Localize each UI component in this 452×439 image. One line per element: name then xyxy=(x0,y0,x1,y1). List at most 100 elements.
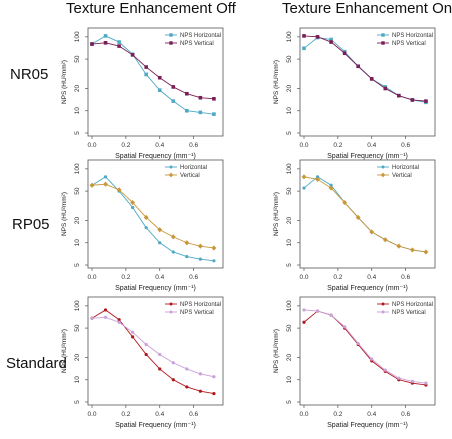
legend-marker xyxy=(169,302,173,306)
data-point-nps-vertical xyxy=(90,316,94,320)
data-point-nps-horizontal xyxy=(157,88,162,92)
x-tick-label: 0.6 xyxy=(189,411,198,418)
y-tick-label: 50 xyxy=(286,324,293,332)
x-tick-label: 0.2 xyxy=(333,274,342,281)
x-tick-label: 0.4 xyxy=(155,142,164,149)
y-tick-label: 20 xyxy=(74,354,81,362)
y-tick-label: 20 xyxy=(286,354,293,362)
data-point-vertical xyxy=(197,243,203,249)
data-point-nps-horizontal xyxy=(198,389,202,393)
data-point-nps-vertical xyxy=(342,51,347,56)
y-tick-label: 100 xyxy=(286,163,293,174)
data-point-nps-horizontal xyxy=(158,367,162,371)
data-point-horizontal xyxy=(131,205,135,210)
data-point-nps-vertical xyxy=(329,313,333,317)
legend-marker xyxy=(381,165,385,169)
x-tick-label: 0.0 xyxy=(299,411,308,418)
series-line-nps-horizontal xyxy=(303,37,426,103)
data-point-nps-vertical xyxy=(103,315,108,319)
data-point-nps-vertical xyxy=(130,53,135,57)
data-point-nps-horizontal xyxy=(144,352,148,357)
legend-marker xyxy=(169,310,173,314)
legend-marker xyxy=(381,33,385,37)
data-point-vertical xyxy=(184,240,190,246)
x-axis-label: Spatial Frequency (mm⁻¹) xyxy=(327,153,408,160)
data-point-nps-vertical xyxy=(343,325,347,329)
data-point-vertical xyxy=(170,234,176,240)
data-point-nps-vertical xyxy=(212,97,216,101)
y-axis-label: NPS (HU²mm²) xyxy=(61,60,68,104)
x-tick-label: 0.0 xyxy=(299,274,308,281)
legend-label: NPS Horizontal xyxy=(180,302,221,308)
legend-marker xyxy=(381,310,385,314)
chart-panel-nr05-on: 5 10 20 50 100 0.0 0.2 0.4 0.6 Spatial Frequency … xyxy=(273,27,436,160)
chart-panel-nr05-off: 5 10 20 50 100 0.0 0.2 0.4 0.6 Spatial Frequency … xyxy=(61,27,224,160)
y-tick-label: 10 xyxy=(286,376,293,384)
plot-frame xyxy=(299,296,436,406)
y-tick-label: 5 xyxy=(286,263,293,267)
y-tick-label: 100 xyxy=(74,300,81,311)
data-point-nps-horizontal xyxy=(171,99,176,103)
data-point-nps-vertical xyxy=(424,381,428,385)
x-tick-label: 0.0 xyxy=(87,411,96,418)
data-point-nps-vertical xyxy=(144,342,148,347)
data-point-nps-vertical xyxy=(302,34,306,38)
y-tick-label: 5 xyxy=(74,400,81,404)
data-point-horizontal xyxy=(329,183,333,187)
data-point-nps-vertical xyxy=(397,93,401,98)
legend-label: NPS Horizontal xyxy=(392,33,433,39)
data-point-nps-horizontal xyxy=(131,335,135,339)
x-tick-label: 0.4 xyxy=(367,274,376,281)
data-point-nps-horizontal xyxy=(117,318,121,322)
data-point-nps-vertical xyxy=(185,91,189,96)
legend-label: Vertical xyxy=(392,173,412,179)
x-tick-label: 0.2 xyxy=(121,142,130,149)
data-point-vertical xyxy=(301,174,307,180)
chart-panel-rp05-off: 5 10 20 50 100 0.0 0.2 0.4 0.6 Spatial Frequency … xyxy=(61,159,224,292)
data-point-nps-horizontal xyxy=(302,46,306,51)
x-tick-label: 0.2 xyxy=(121,274,130,281)
legend-marker xyxy=(169,165,173,169)
y-tick-label: 10 xyxy=(286,107,293,115)
y-tick-label: 20 xyxy=(286,217,293,225)
x-tick-label: 0.4 xyxy=(367,411,376,418)
data-point-nps-vertical xyxy=(315,309,320,313)
data-point-nps-vertical xyxy=(103,41,108,45)
data-point-vertical xyxy=(157,227,163,233)
data-point-vertical xyxy=(409,247,415,253)
data-point-nps-horizontal xyxy=(103,34,108,38)
data-point-nps-vertical xyxy=(356,64,360,69)
data-point-nps-horizontal xyxy=(117,40,121,44)
series-line-horizontal xyxy=(303,176,426,253)
x-tick-label: 0.6 xyxy=(401,274,410,281)
data-point-nps-vertical xyxy=(315,35,320,39)
y-axis-label: NPS (HU²mm²) xyxy=(61,329,68,373)
legend-marker xyxy=(169,33,173,37)
data-point-nps-vertical xyxy=(90,42,94,46)
y-tick-label: 50 xyxy=(74,187,81,195)
chart-panel-rp05-on: 5 10 20 50 100 0.0 0.2 0.4 0.6 Spatial Frequency … xyxy=(273,159,436,292)
x-axis-label: Spatial Frequency (mm⁻¹) xyxy=(115,422,196,429)
x-tick-label: 0.4 xyxy=(155,274,164,281)
legend-label: NPS Vertical xyxy=(180,310,214,316)
data-point-nps-vertical xyxy=(383,368,387,372)
data-point-horizontal xyxy=(212,259,216,263)
data-point-nps-vertical xyxy=(157,75,162,80)
data-point-vertical xyxy=(116,187,122,193)
data-point-vertical xyxy=(355,214,361,221)
data-point-nps-vertical xyxy=(198,95,203,100)
x-tick-label: 0.2 xyxy=(333,411,342,418)
x-tick-label: 0.2 xyxy=(121,411,130,418)
x-tick-label: 0.0 xyxy=(87,274,96,281)
data-point-horizontal xyxy=(103,175,108,179)
series-line-vertical xyxy=(91,183,214,249)
series-line-nps-vertical xyxy=(303,309,426,384)
data-point-vertical xyxy=(328,185,334,191)
row-label-standard: Standard xyxy=(6,355,67,372)
data-point-nps-vertical xyxy=(158,352,162,357)
legend-marker xyxy=(169,41,173,45)
chart-panel-standard-off: 5 10 20 50 100 0.0 0.2 0.4 0.6 Spatial Frequency … xyxy=(61,296,224,429)
y-tick-label: 100 xyxy=(286,300,293,311)
data-point-horizontal xyxy=(185,254,189,259)
data-point-vertical xyxy=(211,245,217,251)
